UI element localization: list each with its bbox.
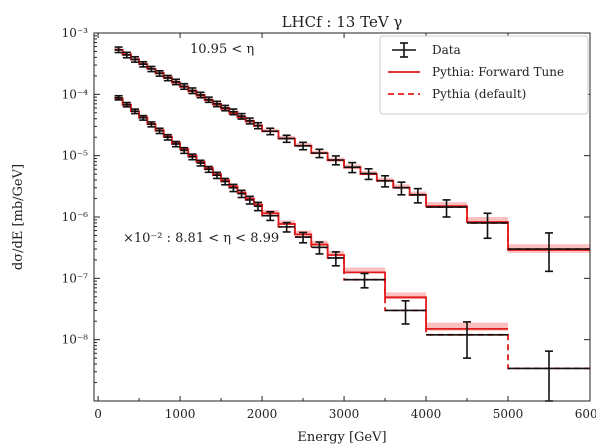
x-axis: 0 1000 2000 3000 4000 5000 6000 [94,33,596,421]
data-point [344,161,361,174]
data-point [409,187,427,204]
data-point [237,112,246,120]
data-point [385,300,427,325]
data-point [311,148,328,159]
data-point [376,174,394,188]
data-point [327,155,345,166]
data-point [139,60,148,68]
data-point [229,108,238,116]
legend-label: Pythia: Forward Tune [432,65,564,79]
legend-label: Data [432,43,461,57]
legend: Data Pythia: Forward Tune Pythia (default) [379,35,589,115]
data-point [212,100,222,108]
data-point [508,232,590,273]
data-point [426,199,468,218]
data-point [245,195,254,205]
y-tick-label: 10⁻⁷ [62,271,89,285]
data-point [237,189,246,199]
chart-title: LHCf : 13 TeV γ [282,13,403,31]
data-point [360,168,377,181]
x-axis-label: Energy [GeV] [297,430,386,445]
data-point [327,251,345,267]
data-point [278,221,295,233]
data-point [196,159,205,167]
y-tick-label: 10⁻³ [62,26,89,40]
data-point [253,121,263,130]
data-point [114,46,123,54]
legend-label: Pythia (default) [432,87,526,101]
x-tick-label: 6000 [575,407,596,421]
data-point [245,117,254,125]
data-point [171,78,181,86]
data-point [163,133,172,141]
data-point [467,212,509,240]
uncertainty-band-r1-b23 [344,267,386,274]
data-point [294,141,312,151]
data-point [221,104,230,112]
annotation-upper-region: 10.95 < η [190,42,254,57]
y-tick-label: 10⁻⁴ [62,87,89,101]
data-point [188,153,197,161]
y-tick-label: 10⁻⁵ [62,149,89,163]
data-point [262,127,279,136]
legend-item-0: Data [392,42,461,58]
data-point [130,108,140,115]
data-point [229,183,238,193]
data-point [130,55,140,63]
data-point [171,140,181,148]
data-point [278,134,295,144]
data-point [122,101,131,108]
data-point [204,165,213,174]
data-point [344,272,386,289]
y-axis-label: dσ/dE [mb/GeV] [11,164,26,270]
data-point [155,69,164,77]
data-points [114,46,590,402]
data-point [221,177,230,186]
x-tick-label: 4000 [411,407,442,421]
data-point [155,127,164,135]
data-point [114,94,123,101]
data-point [163,74,172,82]
y-tick-label: 10⁻⁶ [62,210,89,224]
data-point [204,96,213,104]
data-point [180,146,189,155]
data-point [147,121,156,128]
data-point [253,201,263,212]
y-axis: 10⁻³ 10⁻⁴ 10⁻⁵ 10⁻⁶ 10⁻⁷ 10⁻⁸ [62,26,590,384]
data-point [147,65,156,73]
data-point [311,241,328,255]
x-tick-label: 0 [94,407,102,421]
data-point [188,87,197,95]
data-point [139,114,148,121]
legend-item-1: Pythia: Forward Tune [388,65,564,79]
data-point [393,181,410,196]
annotation-lower-region: ×10⁻² : 8.81 < η < 8.99 [123,231,279,246]
uncertainty-band-r1-b24 [385,292,427,300]
data-point [262,210,279,222]
data-point [122,51,131,59]
x-tick-label: 5000 [493,407,524,421]
x-tick-label: 3000 [329,407,360,421]
x-tick-label: 1000 [165,407,196,421]
data-point [426,321,509,359]
x-tick-label: 2000 [247,407,278,421]
data-point [294,231,312,244]
legend-frame [379,35,589,115]
y-tick-label: 10⁻⁸ [62,333,89,347]
data-point [212,171,222,180]
data-point [180,82,189,91]
legend-item-2: Pythia (default) [388,87,526,101]
data-point [196,91,205,99]
